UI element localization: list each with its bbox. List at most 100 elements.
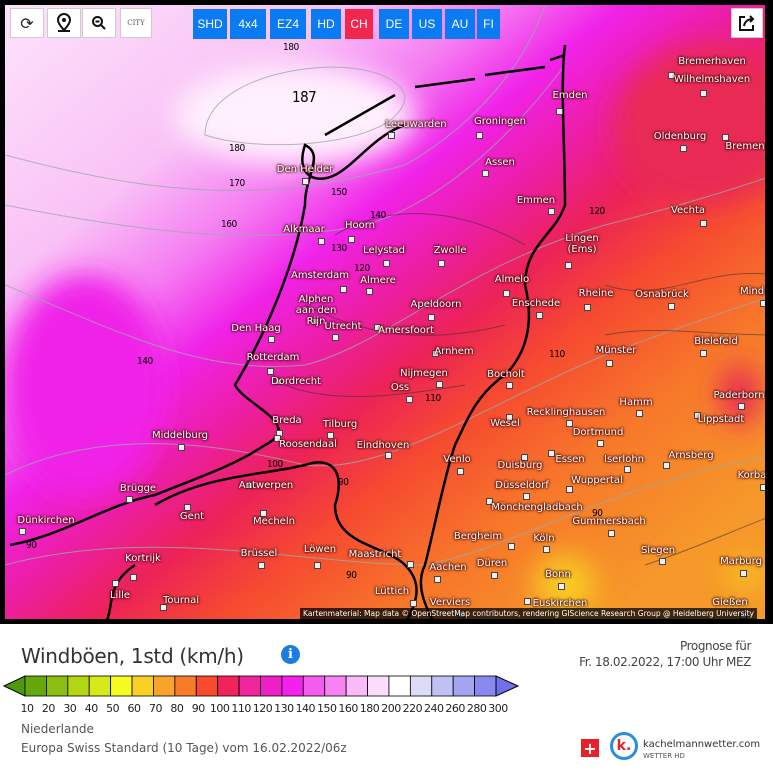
legend-swatch xyxy=(260,675,283,697)
city-marker xyxy=(508,543,515,550)
zoom-out-button[interactable] xyxy=(82,8,116,38)
city-label: Dortmund xyxy=(572,427,624,438)
city-label: Siegen xyxy=(640,545,676,556)
legend-tick-label: 140 xyxy=(295,702,316,715)
legend-tick-label: 80 xyxy=(170,702,184,715)
city-marker xyxy=(268,336,275,343)
isoline-label: 180 xyxy=(229,143,245,154)
city-marker xyxy=(112,580,119,587)
city-marker xyxy=(700,220,707,227)
legend-swatch xyxy=(388,675,411,697)
city-label: Hamm xyxy=(619,397,653,408)
city-toggle-label: CITY xyxy=(127,19,145,27)
isoline-label: 150 xyxy=(331,187,347,198)
city-label: Marburg xyxy=(720,556,762,567)
city-label: Arnhem xyxy=(434,346,474,357)
kachelmann-logo[interactable]: k. xyxy=(610,732,638,760)
region-label: Niederlande xyxy=(21,722,94,736)
city-marker xyxy=(385,452,392,459)
swiss-flag-icon: + xyxy=(581,739,599,758)
city-label: Alphen aan den Rijn xyxy=(295,294,337,327)
legend-swatch xyxy=(474,675,497,697)
city-label: Den Haag xyxy=(231,323,281,334)
city-marker xyxy=(302,178,309,185)
city-label: Eindhoven xyxy=(356,440,410,451)
model-button-fi[interactable]: FI xyxy=(477,9,500,39)
model-button-4x4[interactable]: 4x4 xyxy=(230,9,266,39)
city-label: Brüssel xyxy=(240,548,278,559)
isoline-label: 90 xyxy=(338,477,349,488)
city-marker xyxy=(130,574,137,581)
model-button-ez4[interactable]: EZ4 xyxy=(270,9,306,39)
model-button-au[interactable]: AU xyxy=(445,9,475,39)
model-button-hd[interactable]: HD xyxy=(311,9,341,39)
city-toggle-button[interactable]: CITY xyxy=(120,8,152,38)
model-run-label: Europa Swiss Standard (10 Tage) vom 16.0… xyxy=(21,741,347,755)
city-label: Mönchengladbach xyxy=(491,502,583,513)
weather-map[interactable]: Bremerhaven Wilhelmshaven Emden Leeuwarden G… xyxy=(0,0,773,624)
city-label: Venlo xyxy=(443,454,471,465)
city-marker xyxy=(659,558,666,565)
city-marker xyxy=(374,324,381,331)
city-label: Oldenburg xyxy=(653,131,707,142)
location-button[interactable] xyxy=(47,8,81,38)
city-label: Bocholt xyxy=(487,369,525,380)
city-label: Essen xyxy=(555,454,585,465)
city-marker xyxy=(184,504,191,511)
legend-swatch xyxy=(345,675,368,697)
city-label: Wuppertal xyxy=(571,475,623,486)
city-label: Düsseldorf xyxy=(495,480,549,491)
city-marker xyxy=(548,450,555,457)
legend-swatch xyxy=(131,675,154,697)
city-label: Breda xyxy=(272,415,302,426)
city-marker xyxy=(566,420,573,427)
city-marker xyxy=(274,435,281,442)
city-marker xyxy=(663,462,670,469)
city-label: Aachen xyxy=(429,562,467,573)
legend-swatch xyxy=(281,675,304,697)
isoline-label: 120 xyxy=(589,206,605,217)
legend-swatch xyxy=(24,675,47,697)
city-marker xyxy=(260,510,267,517)
city-marker xyxy=(584,304,591,311)
city-marker xyxy=(722,134,729,141)
city-label: Korba xyxy=(737,470,767,481)
wind-gust-field xyxy=(5,5,765,619)
city-label: Hoorn xyxy=(344,220,376,231)
legend-swatch xyxy=(217,675,240,697)
city-marker xyxy=(318,238,325,245)
isoline-label: 110 xyxy=(549,349,565,360)
info-icon[interactable]: i xyxy=(281,645,300,664)
city-marker xyxy=(436,381,443,388)
legend-tick-label: 240 xyxy=(424,702,444,715)
city-label: Enschede xyxy=(511,298,561,309)
legend-tick-label: 130 xyxy=(274,702,294,715)
isoline-label: 120 xyxy=(354,263,370,274)
reload-button[interactable]: ⟳ xyxy=(10,8,44,38)
model-button-ch[interactable]: CH xyxy=(345,9,373,39)
model-button-us[interactable]: US xyxy=(412,9,442,39)
city-marker xyxy=(521,454,528,461)
city-marker xyxy=(178,444,185,451)
city-marker xyxy=(438,260,445,267)
legend-low-arrow xyxy=(2,675,26,697)
legend-swatch xyxy=(367,675,390,697)
share-button[interactable] xyxy=(731,8,763,38)
forecast-label: Prognose für xyxy=(679,639,751,653)
model-button-shd[interactable]: SHD xyxy=(193,9,227,39)
city-label: Leeuwarden xyxy=(385,119,447,130)
city-marker xyxy=(383,260,390,267)
city-marker xyxy=(740,570,747,577)
brand-site[interactable]: kachelmannwetter.com xyxy=(643,739,761,750)
isoline-label: 90 xyxy=(346,570,357,581)
city-marker xyxy=(348,236,355,243)
model-button-de[interactable]: DE xyxy=(379,9,409,39)
city-label: Lelystad xyxy=(363,245,405,256)
city-marker xyxy=(434,576,441,583)
city-label: Almelo xyxy=(494,274,530,285)
legend-swatch xyxy=(238,675,261,697)
isoline-label: 170 xyxy=(229,178,245,189)
legend-high-arrow xyxy=(495,675,520,697)
city-marker xyxy=(19,528,26,535)
legend-tick-label: 20 xyxy=(41,702,56,715)
